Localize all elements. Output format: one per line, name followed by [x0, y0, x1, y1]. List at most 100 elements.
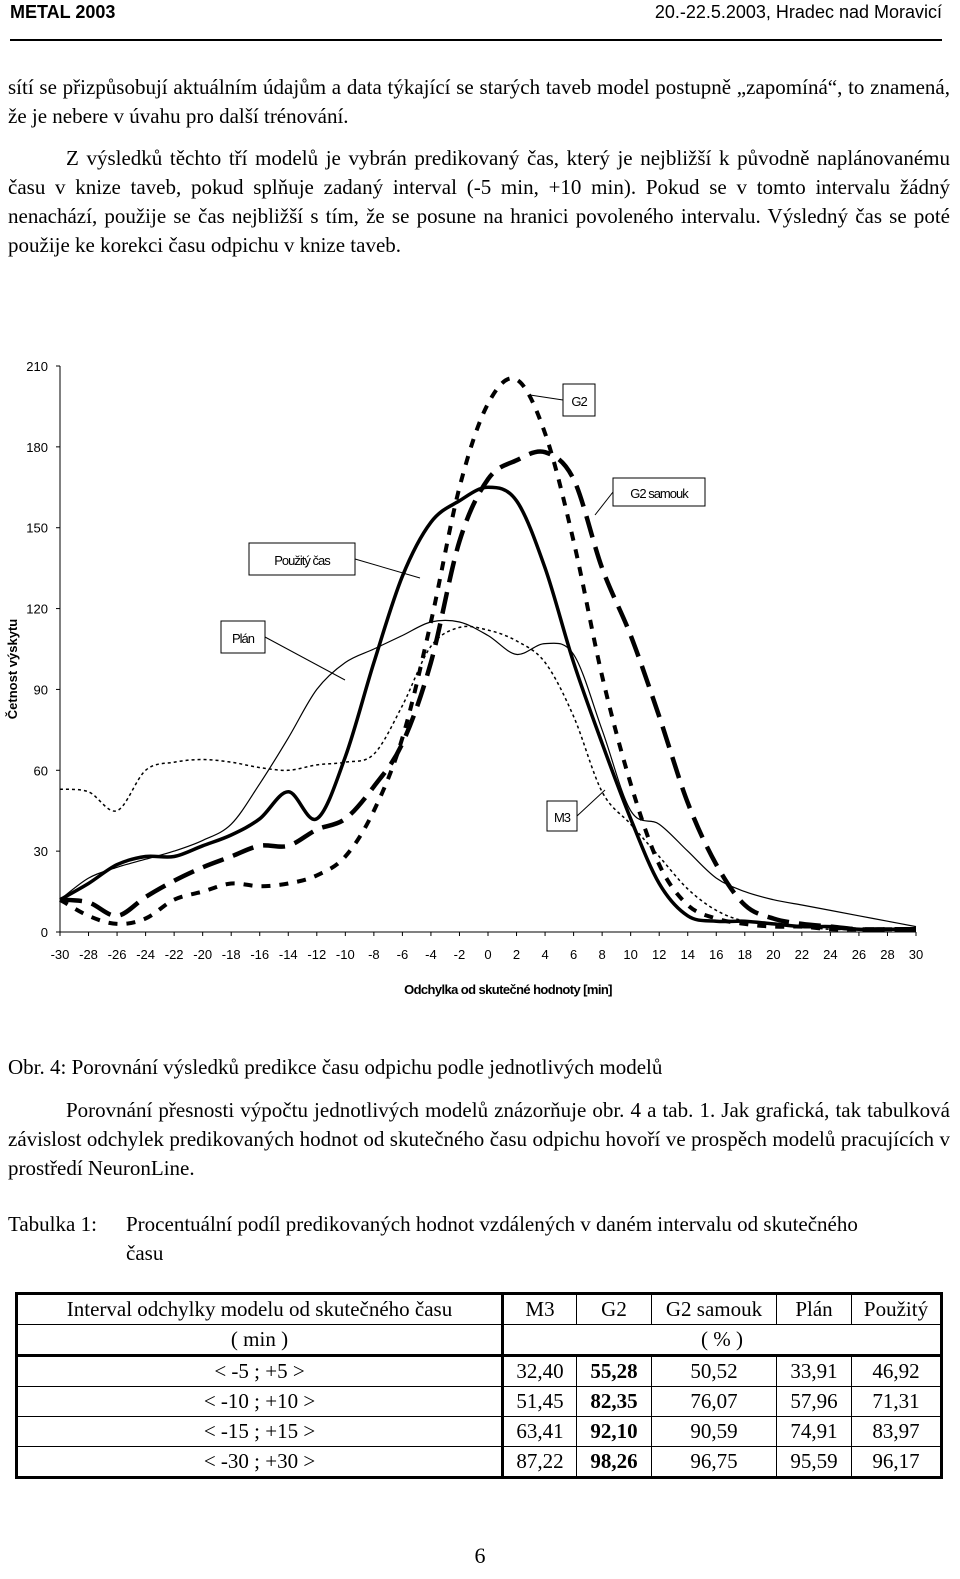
- table-caption-label: Tabulka 1:: [8, 1212, 97, 1236]
- x-tick-label: -24: [136, 947, 155, 962]
- table-header-g2: G2: [576, 1293, 652, 1325]
- x-tick-label: -30: [51, 947, 70, 962]
- x-tick-label: 18: [738, 947, 752, 962]
- table-row: < -5 ; +5 > 32,40 55,28 50,52 33,91 46,9…: [16, 1355, 942, 1387]
- x-tick-label: 16: [709, 947, 723, 962]
- annotation-label-m3: M3: [554, 810, 571, 825]
- x-tick-label: -10: [336, 947, 355, 962]
- table-header-pouzity: Použitý: [851, 1293, 942, 1325]
- paragraph-3: Porovnání přesnosti výpočtu jednotlivých…: [8, 1098, 950, 1180]
- x-tick-label: 10: [623, 947, 637, 962]
- table-cell-interval: < -15 ; +15 >: [16, 1416, 504, 1447]
- table-row: < -30 ; +30 > 87,22 98,26 96,75 95,59 96…: [16, 1446, 942, 1478]
- x-axis-label: Odchylka od skutečné hodnoty [min]: [404, 982, 612, 997]
- annotation-label-g2: G2: [571, 394, 587, 409]
- annotation-leader-g2: [529, 394, 564, 401]
- table-cell: 32,40: [502, 1355, 577, 1387]
- table-cell: 96,17: [872, 1449, 920, 1473]
- table-cell: 51,45: [502, 1386, 577, 1417]
- x-tick-label: -4: [425, 947, 437, 962]
- annotation-box-pou-it-as: [248, 542, 356, 576]
- y-tick-label: 150: [26, 521, 48, 536]
- header-date-place: 20.-22.5.2003, Hradec nad Moravicí: [654, 2, 942, 22]
- y-tick-label: 180: [26, 440, 48, 455]
- x-tick-label: 28: [880, 947, 894, 962]
- table-unit-row: ( min ) ( % ): [16, 1324, 942, 1357]
- header-rule: [10, 39, 942, 41]
- table-cell: 50,52: [651, 1355, 777, 1387]
- x-tick-label: 14: [680, 947, 694, 962]
- series-line-m3: [59, 619, 917, 928]
- annotation-leader-m3: [576, 789, 606, 817]
- x-tick-label: 6: [570, 947, 577, 962]
- table-row: < -15 ; +15 > 63,41 92,10 90,59 74,91 83…: [16, 1416, 942, 1447]
- table-header-m3: M3: [502, 1293, 577, 1325]
- annotation-label-pou-it-as: Použitý čas: [274, 553, 331, 568]
- x-tick-label: 8: [599, 947, 606, 962]
- table-cell: 71,31: [851, 1386, 942, 1417]
- x-tick-label: -20: [193, 947, 212, 962]
- series-line-pou-it-as: [59, 485, 916, 932]
- table-cell: 76,07: [651, 1386, 777, 1417]
- annotation-leader-pou-it-as: [354, 558, 421, 579]
- series-line-g2-samouk: [59, 449, 916, 932]
- table-cell: 82,35: [576, 1386, 652, 1417]
- table-header-plan: Plán: [776, 1293, 852, 1325]
- annotation-box-m3: [546, 800, 578, 832]
- table-cell: 57,96: [776, 1386, 852, 1417]
- table-cell: 87,22: [502, 1446, 577, 1478]
- x-tick-label: -2: [454, 947, 466, 962]
- table-header-g2-samouk: G2 samouk: [651, 1293, 777, 1325]
- y-tick-label: 60: [34, 763, 48, 778]
- table-cell: 63,41: [502, 1416, 577, 1447]
- table-caption-text: Procentuální podíl predikovaných hodnot …: [126, 1212, 858, 1265]
- paragraph-2: Z výsledků těchto tří modelů je vybrán p…: [8, 146, 950, 257]
- figure-caption: Obr. 4: Porovnání výsledků predikce času…: [8, 1055, 663, 1079]
- x-tick-label: 20: [766, 947, 780, 962]
- table-header-row: Interval odchylky modelu od skutečného č…: [16, 1293, 942, 1325]
- table-cell: 46,92: [851, 1355, 942, 1387]
- y-tick-label: 90: [34, 682, 48, 697]
- table-cell: 83,97: [851, 1416, 942, 1447]
- annotation-label-pl-n: Plán: [232, 631, 255, 646]
- x-tick-label: 2: [513, 947, 520, 962]
- table-cell-interval: < -10 ; +10 >: [16, 1386, 504, 1417]
- table-cell: 95,59: [776, 1446, 852, 1478]
- table-unit-percent: ( % ): [502, 1324, 942, 1357]
- x-tick-label: 30: [909, 947, 923, 962]
- annotation-box-pl-n: [220, 620, 266, 654]
- table-unit-min: ( min ): [16, 1324, 504, 1357]
- x-tick-label: -16: [250, 947, 269, 962]
- annotation-leader-pl-n: [264, 636, 346, 681]
- page-header: METAL 2003 20.-22.5.2003, Hradec nad Mor…: [10, 0, 942, 41]
- table-cell-interval: < -30 ; +30 >: [16, 1446, 504, 1478]
- x-tick-label: -12: [307, 947, 326, 962]
- x-tick-label: -14: [279, 947, 298, 962]
- x-tick-label: 24: [823, 947, 837, 962]
- x-tick-label: 22: [795, 947, 809, 962]
- x-tick-label: -18: [222, 947, 241, 962]
- y-tick-label: 210: [26, 359, 48, 374]
- y-axis-label: Četnost výskytu: [5, 619, 20, 719]
- header-conference: METAL 2003: [10, 2, 116, 22]
- x-tick-label: -6: [397, 947, 409, 962]
- x-tick-label: -26: [108, 947, 127, 962]
- table-cell: 33,91: [776, 1355, 852, 1387]
- table-cell: 74,91: [776, 1416, 852, 1447]
- table-cell-interval: < -5 ; +5 >: [16, 1355, 504, 1387]
- y-tick-label: 30: [34, 844, 48, 859]
- x-tick-label: 26: [852, 947, 866, 962]
- x-tick-label: -22: [165, 947, 184, 962]
- x-tick-label: 4: [541, 947, 548, 962]
- annotation-box-g2-samouk: [612, 477, 706, 507]
- page-number: 6: [474, 1543, 486, 1568]
- results-table: Interval odchylky modelu od skutečného č…: [15, 1292, 943, 1479]
- table-cell: 55,28: [576, 1355, 652, 1387]
- x-tick-label: 0: [484, 947, 491, 962]
- x-tick-label: 12: [652, 947, 666, 962]
- table-cell: 98,26: [576, 1446, 652, 1478]
- table-cell: 92,10: [576, 1416, 652, 1447]
- x-tick-label: -8: [368, 947, 380, 962]
- paragraph-1: sítí se přizpůsobují aktuálním údajům a …: [8, 75, 950, 128]
